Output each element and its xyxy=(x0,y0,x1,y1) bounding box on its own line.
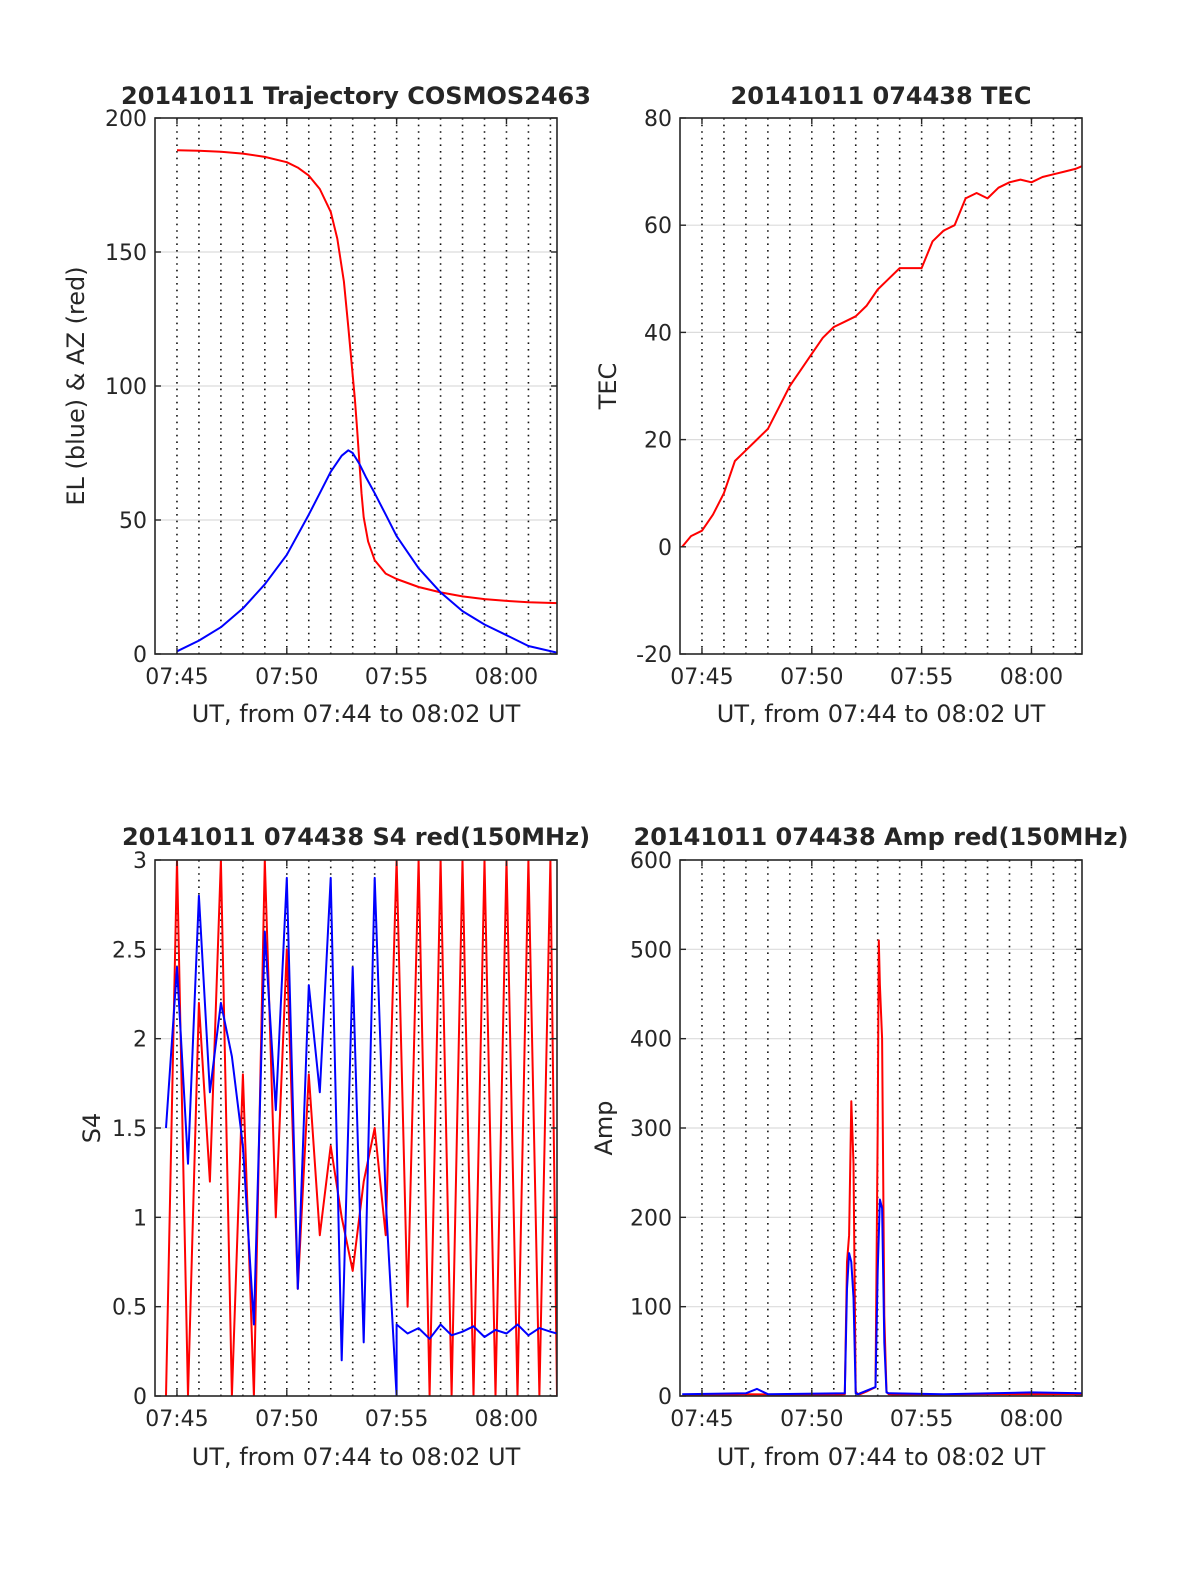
chart-title: 20141011 074438 TEC xyxy=(731,82,1032,110)
y-tick-label: 0 xyxy=(658,1385,672,1410)
series-line-0 xyxy=(682,939,1082,1396)
y-tick-label: 1 xyxy=(133,1206,147,1231)
y-tick-label: 3 xyxy=(133,849,147,874)
x-tick-label: 08:00 xyxy=(1000,1407,1063,1432)
x-tick-label: 07:50 xyxy=(255,1407,318,1432)
x-tick-label: 07:55 xyxy=(365,1407,428,1432)
y-axis-label: Amp xyxy=(590,1100,618,1155)
y-tick-label: 0.5 xyxy=(112,1296,147,1321)
x-axis-label: UT, from 07:44 to 08:02 UT xyxy=(717,1443,1046,1471)
y-tick-label: 40 xyxy=(644,321,672,346)
series-line-1 xyxy=(165,876,557,1396)
y-tick-label: 400 xyxy=(630,1028,672,1053)
x-tick-label: 07:45 xyxy=(145,665,208,690)
y-tick-label: 300 xyxy=(630,1117,672,1142)
y-tick-label: 100 xyxy=(630,1296,672,1321)
series-line-0 xyxy=(176,149,557,605)
y-tick-label: 20 xyxy=(644,429,672,454)
x-tick-label: 07:45 xyxy=(670,1407,733,1432)
y-tick-label: 0 xyxy=(133,1385,147,1410)
x-tick-label: 08:00 xyxy=(1000,665,1063,690)
y-tick-label: 500 xyxy=(630,938,672,963)
y-tick-label: 200 xyxy=(630,1206,672,1231)
x-axis-label: UT, from 07:44 to 08:02 UT xyxy=(192,700,521,728)
chart-title: 20141011 074438 S4 red(150MHz) xyxy=(122,823,590,851)
y-tick-label: -20 xyxy=(636,643,672,668)
y-tick-label: 50 xyxy=(119,509,147,534)
x-tick-label: 07:55 xyxy=(365,665,428,690)
x-axis-label: UT, from 07:44 to 08:02 UT xyxy=(192,1443,521,1471)
panel-s4: 20141011 074438 S4 red(150MHz) UT, from … xyxy=(78,823,590,1471)
y-tick-label: 0 xyxy=(133,643,147,668)
series-line-1 xyxy=(176,449,557,654)
x-tick-label: 08:00 xyxy=(475,1407,538,1432)
y-tick-label: 2 xyxy=(133,1028,147,1053)
x-tick-label: 08:00 xyxy=(475,665,538,690)
series-line-0 xyxy=(681,165,1082,548)
y-tick-label: 0 xyxy=(658,536,672,561)
series-line-1 xyxy=(682,1198,1082,1396)
axes-box xyxy=(679,117,1083,655)
x-tick-label: 07:55 xyxy=(890,665,953,690)
y-tick-label: 200 xyxy=(105,107,147,132)
chart-title: 20141011 Trajectory COSMOS2463 xyxy=(121,82,591,110)
x-tick-label: 07:50 xyxy=(780,665,843,690)
y-tick-label: 60 xyxy=(644,214,672,239)
y-tick-label: 600 xyxy=(630,849,672,874)
panel-trajectory: 20141011 Trajectory COSMOS2463 UT, from … xyxy=(62,82,591,728)
x-tick-label: 07:55 xyxy=(890,1407,953,1432)
y-axis-label: S4 xyxy=(78,1113,106,1144)
y-tick-label: 1.5 xyxy=(112,1117,147,1142)
x-tick-label: 07:45 xyxy=(145,1407,208,1432)
y-tick-label: 80 xyxy=(644,107,672,132)
y-axis-label: TEC xyxy=(594,363,622,411)
x-tick-label: 07:50 xyxy=(255,665,318,690)
series-line-0 xyxy=(165,860,557,1396)
x-tick-label: 07:45 xyxy=(670,665,733,690)
panel-amp: 20141011 074438 Amp red(150MHz) UT, from… xyxy=(590,823,1128,1471)
chart-title: 20141011 074438 Amp red(150MHz) xyxy=(634,823,1129,851)
y-axis-label: EL (blue) & AZ (red) xyxy=(62,266,90,505)
y-tick-label: 100 xyxy=(105,375,147,400)
x-axis-label: UT, from 07:44 to 08:02 UT xyxy=(717,700,1046,728)
y-tick-label: 150 xyxy=(105,241,147,266)
panel-tec: 20141011 074438 TEC UT, from 07:44 to 08… xyxy=(594,82,1083,728)
x-tick-label: 07:50 xyxy=(780,1407,843,1432)
y-tick-label: 2.5 xyxy=(112,938,147,963)
